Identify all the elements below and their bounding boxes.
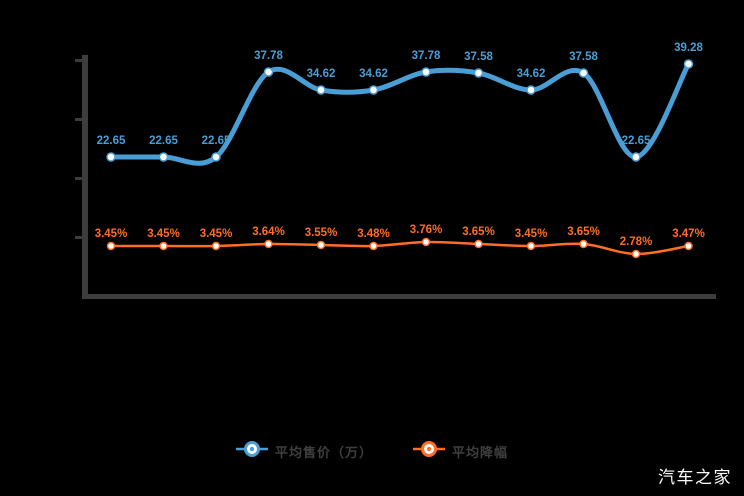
orange-series-data-marker (159, 241, 168, 251)
y-axis-tick (75, 177, 82, 180)
orange-series-data-label: 2.78% (620, 236, 653, 248)
blue-series-data-label: 37.58 (464, 51, 493, 63)
orange-series-data-marker (684, 241, 693, 251)
orange-series-data-marker (474, 239, 483, 249)
x-axis (82, 294, 716, 299)
blue-series-data-marker (211, 152, 221, 162)
orange-series-line (109, 240, 690, 256)
blue-series-data-label: 37.78 (254, 50, 283, 62)
orange-series-data-marker (526, 241, 536, 251)
orange-series-data-marker (631, 249, 641, 259)
blue-series-data-marker (158, 152, 169, 162)
orange-series-data-label: 3.65% (462, 226, 495, 238)
orange-series-data-label: 3.47% (672, 228, 705, 240)
blue-series-data-label: 34.62 (517, 68, 546, 80)
chart-legend: 平均售价（万） 平均降幅 (0, 440, 744, 463)
orange-series-data-label: 3.45% (95, 228, 128, 240)
blue-series-data-label: 34.62 (307, 68, 336, 80)
orange-series-data-marker (579, 239, 588, 249)
blue-series-data-label: 22.65 (202, 135, 231, 147)
orange-series-data-label: 3.65% (567, 226, 600, 238)
y-axis-tick (75, 236, 82, 239)
orange-series-data-marker (211, 241, 221, 251)
y-axis (82, 55, 88, 298)
autohome-watermark: 汽车之家 (658, 468, 732, 487)
blue-series-data-label: 37.58 (569, 51, 598, 63)
orange-series-data-label: 3.64% (252, 226, 285, 238)
blue-series-data-marker (368, 85, 379, 95)
y-axis-tick (75, 59, 82, 62)
blue-series-data-marker (106, 152, 116, 162)
legend-item-orange-series: 平均降幅 (413, 440, 508, 463)
blue-series-data-label: 22.65 (97, 135, 126, 147)
legend-label-orange-series: 平均降幅 (452, 445, 509, 460)
blue-series-data-marker (683, 59, 694, 69)
blue-series-data-marker (578, 68, 589, 78)
y-axis-tick (75, 118, 82, 121)
orange-series-data-marker (421, 237, 431, 247)
blue-series-data-marker (631, 152, 641, 162)
blue-series-data-marker (421, 67, 431, 77)
orange-series-data-label: 3.55% (305, 227, 338, 239)
blue-series-data-marker (316, 85, 326, 95)
orange-series-data-marker (369, 241, 378, 251)
orange-series-data-label: 3.45% (200, 228, 233, 240)
orange-series-data-label: 3.45% (515, 228, 548, 240)
blue-series-legend-marker-icon-svg (235, 441, 268, 457)
legend-item-blue-series: 平均售价（万） (235, 440, 373, 463)
blue-series-data-label: 37.78 (412, 50, 441, 62)
blue-series-data-marker (526, 85, 536, 95)
orange-series-legend-marker-icon (413, 440, 445, 463)
orange-series-data-label: 3.76% (410, 224, 443, 236)
orange-series-data-marker (316, 240, 326, 250)
blue-series-data-label: 22.65 (622, 135, 651, 147)
orange-series-data-marker (264, 239, 273, 249)
orange-series-data-marker (106, 241, 116, 251)
legend-label-blue-series: 平均售价（万） (274, 445, 373, 460)
blue-series-legend-marker-icon (235, 440, 268, 463)
blue-series-line (108, 61, 691, 166)
blue-series-data-label: 34.62 (359, 68, 388, 80)
blue-series-data-marker (473, 68, 484, 78)
blue-series-data-marker (263, 67, 274, 77)
orange-series-legend-marker-icon-svg (413, 441, 445, 457)
orange-series-data-label: 3.45% (147, 228, 180, 240)
orange-series-data-label: 3.48% (357, 228, 390, 240)
blue-series-data-label: 22.65 (149, 135, 178, 147)
blue-series-data-label: 39.28 (674, 42, 703, 54)
